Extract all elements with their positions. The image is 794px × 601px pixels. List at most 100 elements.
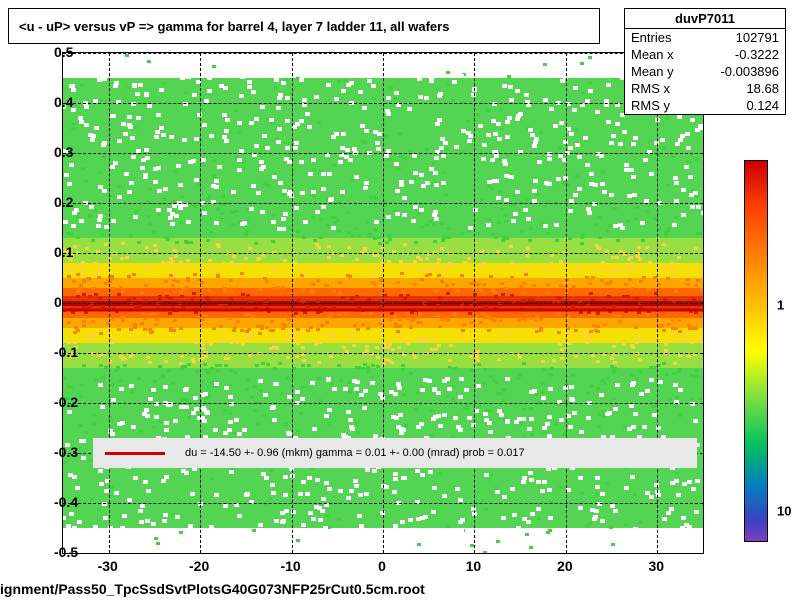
density-cell	[409, 372, 413, 375]
density-cell	[234, 109, 238, 112]
density-cell	[146, 356, 150, 359]
density-hole	[495, 490, 500, 494]
density-hole	[455, 62, 460, 66]
density-cell	[664, 506, 668, 509]
density-cell	[438, 472, 442, 475]
density-hole	[532, 389, 537, 393]
density-cell	[137, 377, 141, 380]
density-hole	[483, 412, 488, 416]
density-hole	[357, 514, 362, 518]
density-cell	[357, 234, 361, 237]
density-hole	[540, 489, 545, 493]
density-cell	[637, 335, 641, 338]
density-cell	[161, 261, 165, 264]
density-cell	[622, 295, 626, 298]
density-cell	[169, 257, 173, 260]
density-cell	[369, 312, 373, 315]
colorbar: 110	[744, 160, 768, 542]
density-cell	[363, 247, 367, 250]
density-cell	[402, 291, 406, 294]
density-cell	[609, 526, 613, 529]
density-cell	[223, 290, 227, 293]
density-hole	[184, 387, 189, 391]
density-hole	[300, 191, 305, 195]
density-cell	[376, 514, 380, 517]
density-cell	[535, 330, 539, 333]
density-cell	[91, 320, 95, 323]
density-cell	[147, 268, 151, 271]
density-cell	[497, 221, 501, 224]
density-cell	[686, 278, 690, 281]
density-cell	[119, 355, 123, 358]
density-hole	[202, 123, 207, 127]
density-hole	[271, 491, 276, 495]
density-hole	[613, 224, 618, 228]
density-cell	[438, 296, 442, 299]
density-cell	[84, 180, 88, 183]
density-cell	[540, 381, 544, 384]
density-cell	[184, 91, 188, 94]
density-cell	[207, 371, 211, 374]
density-hole	[132, 62, 137, 66]
density-hole	[600, 492, 605, 496]
density-cell	[195, 370, 199, 373]
density-cell	[219, 325, 223, 328]
density-hole	[170, 212, 175, 216]
density-hole	[553, 124, 558, 128]
density-cell	[212, 65, 216, 68]
density-cell	[580, 236, 584, 239]
density-hole	[129, 384, 134, 388]
density-hole	[660, 138, 665, 142]
density-cell	[660, 324, 664, 327]
density-hole	[645, 389, 650, 393]
density-cell	[677, 256, 681, 259]
density-hole	[569, 397, 574, 401]
density-cell	[260, 327, 264, 330]
density-cell	[80, 384, 84, 387]
density-cell	[372, 97, 376, 100]
density-cell	[665, 373, 669, 376]
density-cell	[646, 313, 650, 316]
density-hole	[419, 208, 424, 212]
density-hole	[542, 426, 547, 430]
density-cell	[662, 146, 666, 149]
density-cell	[194, 205, 198, 208]
density-cell	[494, 295, 498, 298]
density-cell	[154, 323, 158, 326]
density-hole	[689, 193, 694, 197]
density-hole	[515, 190, 520, 194]
density-hole	[162, 519, 167, 523]
density-cell	[589, 292, 593, 295]
density-hole	[526, 520, 531, 524]
density-cell	[237, 131, 241, 134]
density-cell	[301, 364, 305, 367]
density-cell	[549, 373, 553, 376]
density-cell	[447, 236, 451, 239]
density-cell	[663, 298, 667, 301]
density-hole	[285, 119, 290, 123]
density-hole	[138, 83, 143, 87]
density-hole	[153, 180, 158, 184]
density-hole	[331, 135, 336, 139]
density-cell	[529, 546, 533, 549]
density-cell	[80, 272, 84, 275]
density-cell	[401, 368, 405, 371]
density-cell	[164, 360, 168, 363]
density-cell	[617, 314, 621, 317]
density-hole	[579, 430, 584, 434]
density-cell	[271, 240, 275, 243]
gridline-vertical	[383, 53, 384, 553]
density-cell	[406, 294, 410, 297]
density-cell	[690, 341, 694, 344]
density-cell	[525, 254, 529, 257]
density-hole	[377, 132, 382, 136]
density-hole	[454, 145, 459, 149]
density-cell	[74, 326, 78, 329]
density-cell	[580, 62, 584, 65]
density-cell	[499, 108, 503, 111]
density-cell	[213, 159, 217, 162]
density-cell	[244, 233, 248, 236]
density-cell	[296, 328, 300, 331]
density-cell	[397, 167, 401, 170]
density-hole	[138, 509, 143, 513]
